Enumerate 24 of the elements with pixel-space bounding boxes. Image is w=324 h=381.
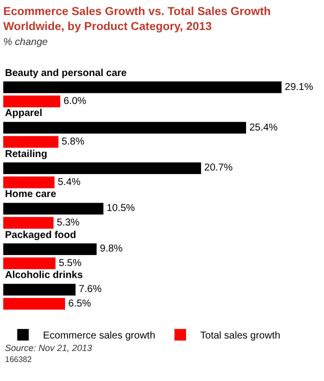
source-note: Source: Nov 21, 2013 (5, 343, 92, 353)
text: 166382 (5, 355, 32, 364)
data-label: 6.5% (68, 298, 92, 310)
legend-label: Total sales growth (200, 330, 280, 342)
y-tick-label: Apparel (5, 108, 42, 119)
data-label: 9.8% (100, 244, 123, 255)
data-label: 6.0% (63, 96, 86, 107)
data-label: 29.1% (284, 82, 314, 93)
data-label: 7.6% (78, 284, 102, 296)
data-label: 20.7% (204, 162, 233, 174)
data-label: 25.4% (249, 122, 278, 134)
y-tick-label: Beauty and personal care (5, 68, 128, 79)
y-tick-label: Alcoholic drinks (5, 270, 84, 281)
y-tick-label: Packaged food (5, 230, 76, 241)
y-tick-label: Home care (5, 189, 57, 200)
data-label: 10.5% (106, 203, 136, 214)
data-label: 5.3% (56, 217, 80, 228)
data-label: 5.5% (58, 258, 82, 269)
chart-subtitle: % change (3, 37, 48, 48)
y-tick-label: Retailing (5, 149, 48, 160)
chart-title: Ecommerce Sales Growth vs. Total Sales Growth Worldwide, by Product Category, 2013 (3, 6, 271, 34)
legend-label: Ecommerce sales growth (43, 330, 156, 342)
data-label: 5.4% (58, 176, 81, 188)
data-label: 5.8% (62, 136, 84, 148)
